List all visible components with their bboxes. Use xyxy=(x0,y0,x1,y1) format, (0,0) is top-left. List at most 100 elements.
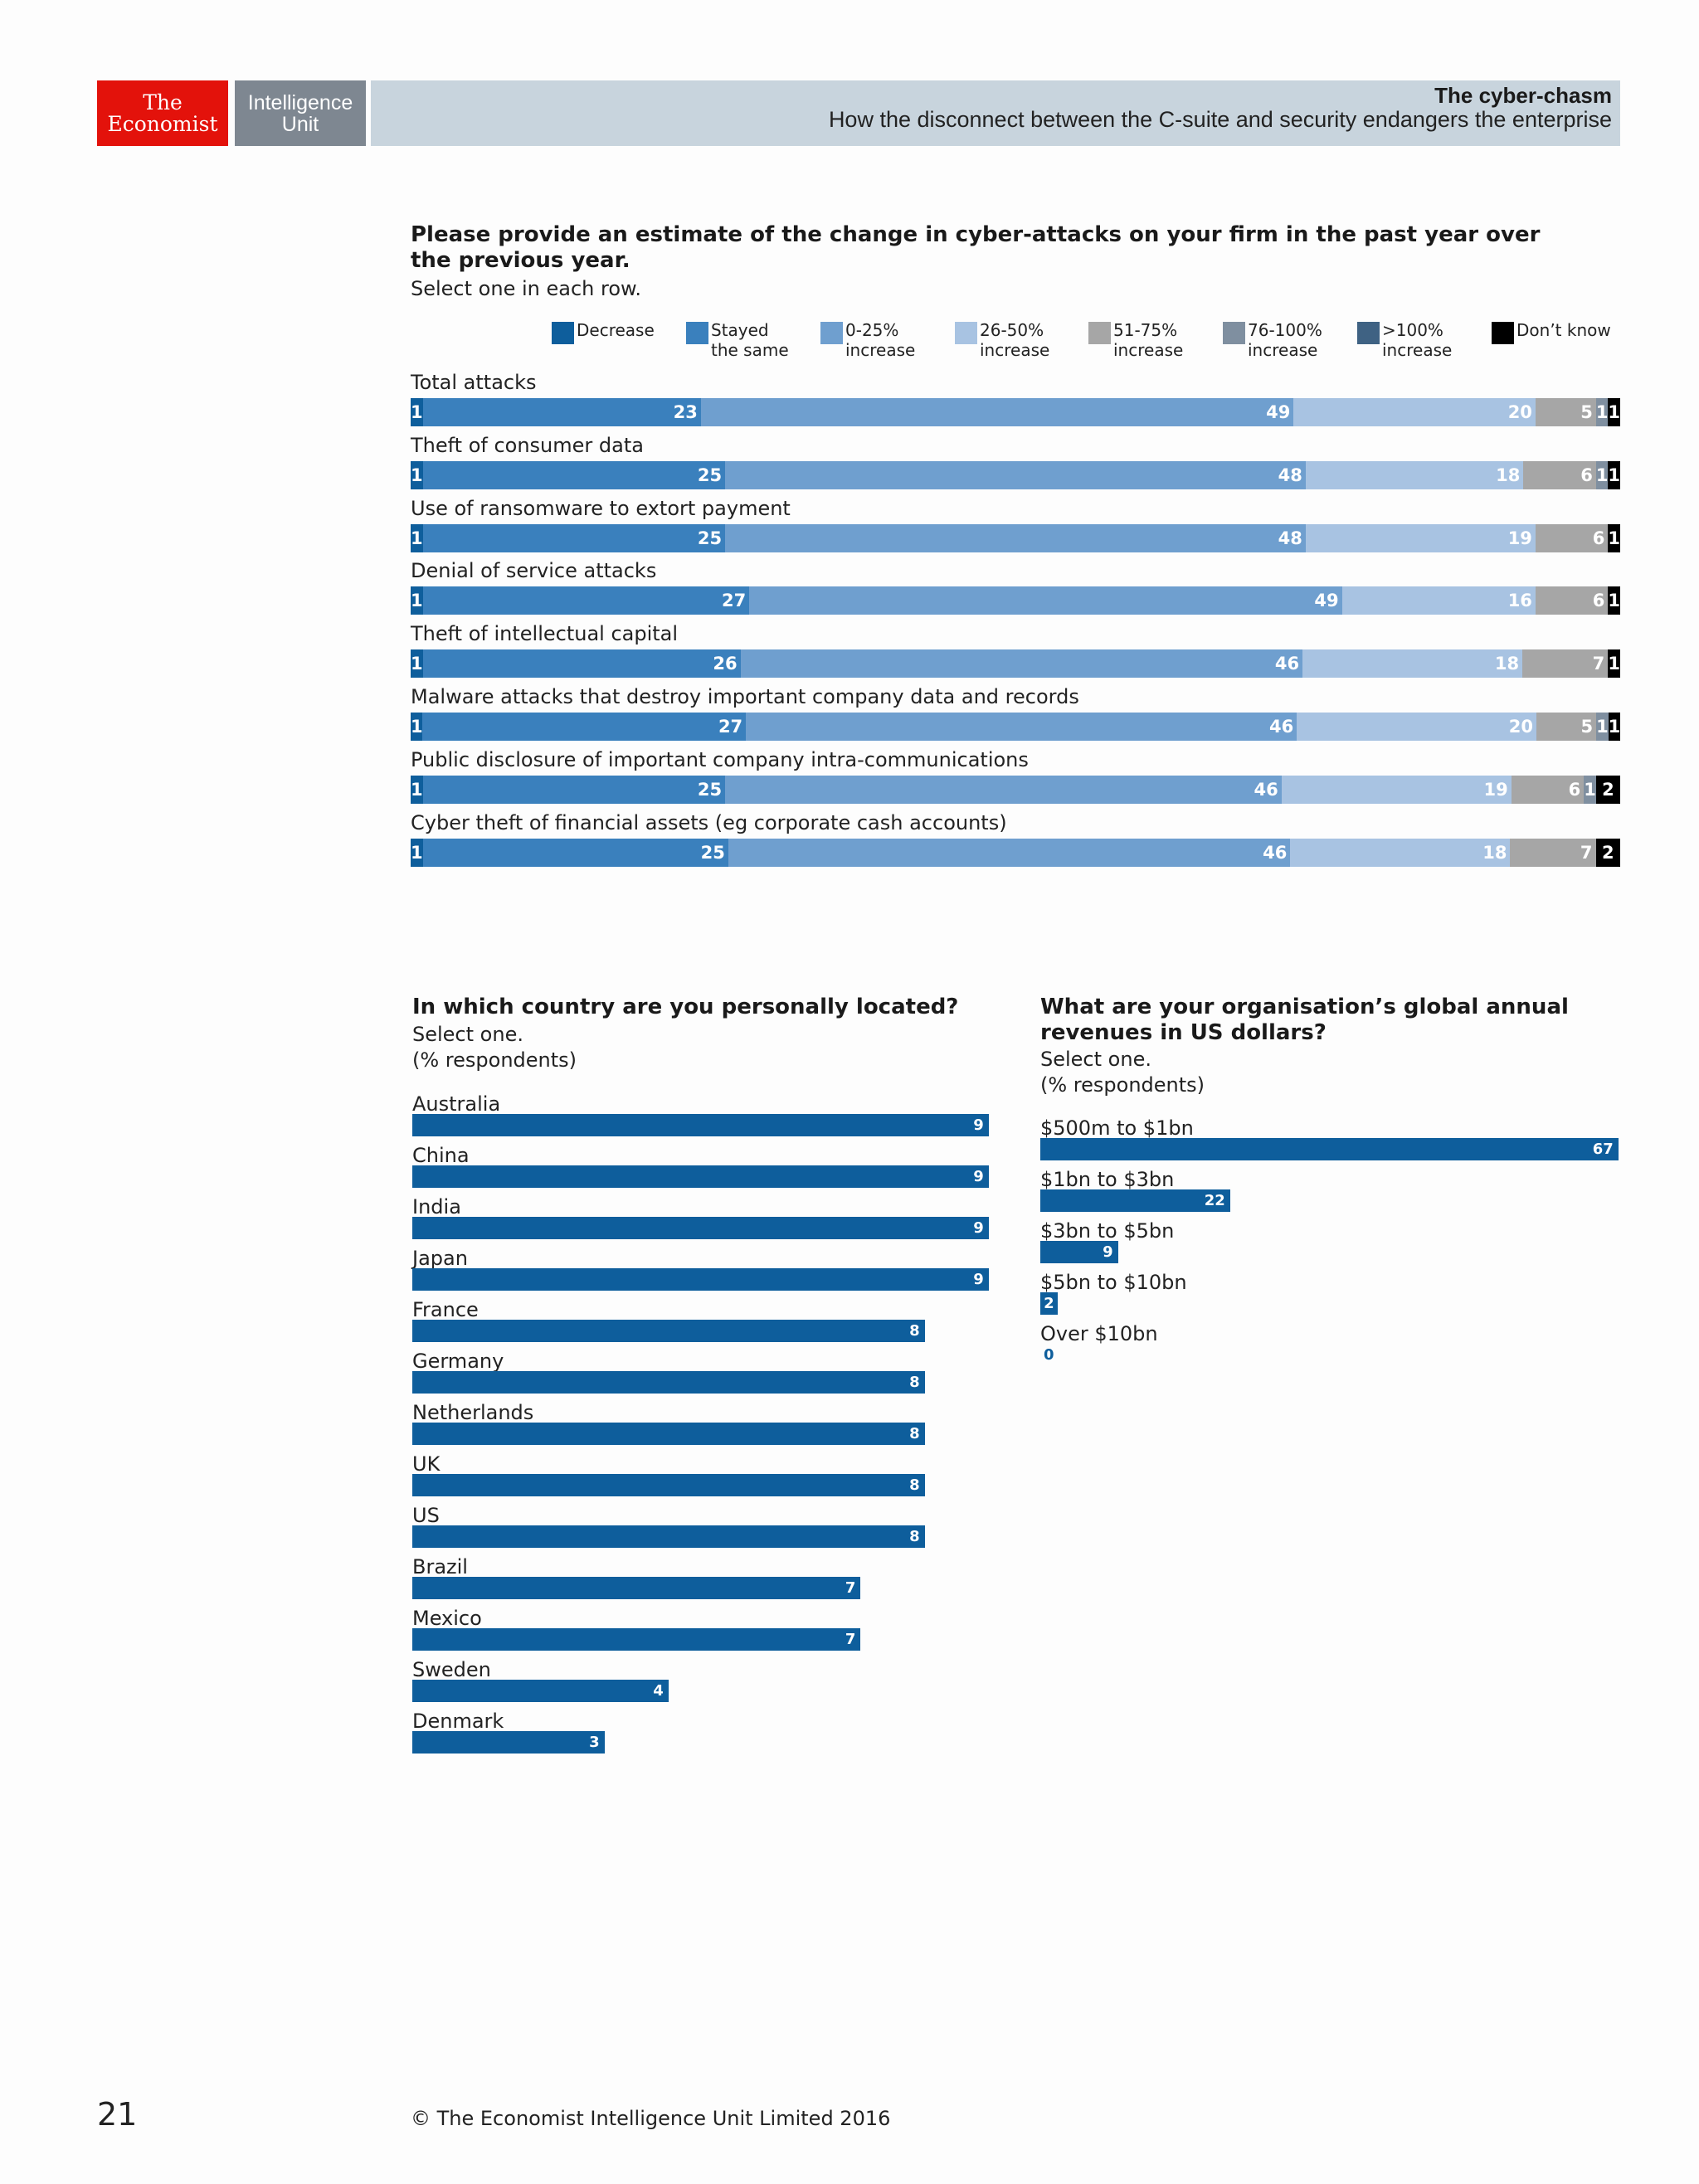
data-label: 16 xyxy=(1507,591,1532,611)
data-label: 1 xyxy=(411,779,423,800)
bar-segment xyxy=(422,775,726,804)
data-label: 9 xyxy=(973,1168,984,1185)
data-label: 9 xyxy=(973,1219,984,1237)
legend-label: Don’t know xyxy=(1516,320,1611,340)
bar xyxy=(412,1371,925,1394)
bar-segment xyxy=(1595,838,1620,867)
bar xyxy=(412,1680,669,1702)
bar xyxy=(1040,1241,1118,1263)
data-label: 4 xyxy=(653,1682,664,1700)
data-label: 8 xyxy=(909,1425,920,1442)
bar-segment xyxy=(422,523,726,552)
legend-label: >100% increase xyxy=(1382,320,1453,360)
data-label: 7 xyxy=(845,1631,856,1648)
row-label: Use of ransomware to extort payment xyxy=(411,496,791,520)
eiu-line-1: Intelligence xyxy=(247,90,353,114)
data-label: 67 xyxy=(1592,1141,1614,1158)
bar xyxy=(412,1577,861,1599)
bar xyxy=(412,1423,925,1445)
bar xyxy=(412,1217,989,1239)
data-label: 8 xyxy=(909,1374,920,1391)
bar-segment xyxy=(1595,775,1620,804)
bar-segment xyxy=(1608,586,1620,615)
bar-segment xyxy=(1510,838,1596,867)
bar-segment xyxy=(422,460,726,489)
legend-label: 76-100% increase xyxy=(1248,320,1322,360)
data-label: 46 xyxy=(1254,779,1278,800)
bar-segment xyxy=(411,838,423,867)
q2-instruction: Select one. xyxy=(412,1023,523,1046)
bar-segment xyxy=(1511,775,1585,804)
bar xyxy=(412,1165,989,1188)
category-label: $1bn to $3bn xyxy=(1040,1168,1175,1191)
bar xyxy=(412,1525,925,1548)
q2-title: In which country are you personally loca… xyxy=(412,995,959,1019)
bar-segment xyxy=(1596,713,1609,741)
bar-segment xyxy=(700,398,1294,426)
row-label: Malware attacks that destroy important c… xyxy=(411,685,1079,708)
bar-segment xyxy=(1522,649,1609,679)
bar-segment xyxy=(1608,523,1620,552)
data-label: 1 xyxy=(1595,402,1609,422)
data-label: 46 xyxy=(1268,717,1294,737)
data-label: 27 xyxy=(722,591,747,611)
bar-segment xyxy=(725,460,1306,489)
data-label: 1 xyxy=(411,842,423,863)
data-label: 1 xyxy=(1584,779,1596,800)
bar-segment xyxy=(1535,523,1609,552)
data-label: 6 xyxy=(1592,591,1605,611)
data-label: 8 xyxy=(909,1322,920,1340)
data-label: 25 xyxy=(700,842,725,863)
q3-unit: (% respondents) xyxy=(1040,1073,1205,1097)
legend-swatch xyxy=(552,322,574,344)
data-label: 20 xyxy=(1507,402,1532,422)
bar-segment xyxy=(1535,398,1596,426)
data-label: 1 xyxy=(1608,465,1621,485)
data-label: 5 xyxy=(1580,402,1593,422)
bar-segment xyxy=(1608,460,1620,489)
data-label: 1 xyxy=(411,717,423,737)
bar-segment xyxy=(1523,460,1596,489)
bar xyxy=(1040,1292,1058,1315)
bar-segment xyxy=(725,523,1306,552)
bar-segment xyxy=(1595,398,1609,426)
category-label: China xyxy=(412,1144,470,1167)
row-label: Cyber theft of financial assets (eg corp… xyxy=(411,810,1007,834)
bar xyxy=(1040,1138,1619,1160)
bar-segment xyxy=(749,586,1342,615)
document-subtitle: How the disconnect between the C-suite a… xyxy=(828,107,1612,132)
bar-segment xyxy=(411,586,423,615)
bar xyxy=(1040,1189,1230,1212)
data-label: 6 xyxy=(1580,465,1593,485)
row-label: Theft of consumer data xyxy=(411,433,644,457)
category-label: $500m to $1bn xyxy=(1040,1116,1194,1140)
data-label: 7 xyxy=(845,1579,856,1597)
category-label: India xyxy=(412,1195,461,1218)
data-label: 7 xyxy=(1592,654,1605,674)
bar-segment xyxy=(1290,838,1511,867)
legend-swatch xyxy=(820,322,843,344)
category-label: Denmark xyxy=(412,1710,504,1733)
category-label: Mexico xyxy=(412,1607,482,1630)
data-label: 0 xyxy=(1044,1346,1054,1364)
legend-label: 0-25% increase xyxy=(845,320,916,360)
row-label: Total attacks xyxy=(411,371,537,394)
bar xyxy=(412,1731,605,1754)
bar-segment xyxy=(1281,775,1512,804)
q3-title: What are your organisation’s global annu… xyxy=(1040,995,1569,1045)
bar-segment xyxy=(422,838,728,867)
bar-segment xyxy=(411,649,423,679)
legend-label: 51-75% increase xyxy=(1113,320,1184,360)
data-label: 1 xyxy=(411,591,423,611)
bar-segment xyxy=(422,586,750,615)
category-label: Australia xyxy=(412,1092,501,1116)
bar xyxy=(412,1320,925,1342)
legend-swatch xyxy=(1088,322,1111,344)
economist-logo: The Economist xyxy=(97,80,228,146)
data-label: 25 xyxy=(697,465,723,485)
category-label: Brazil xyxy=(412,1555,468,1578)
legend-label: Decrease xyxy=(577,320,655,340)
q1-instruction: Select one in each row. xyxy=(411,277,642,300)
data-label: 1 xyxy=(411,402,423,422)
q3-instruction: Select one. xyxy=(1040,1048,1151,1071)
